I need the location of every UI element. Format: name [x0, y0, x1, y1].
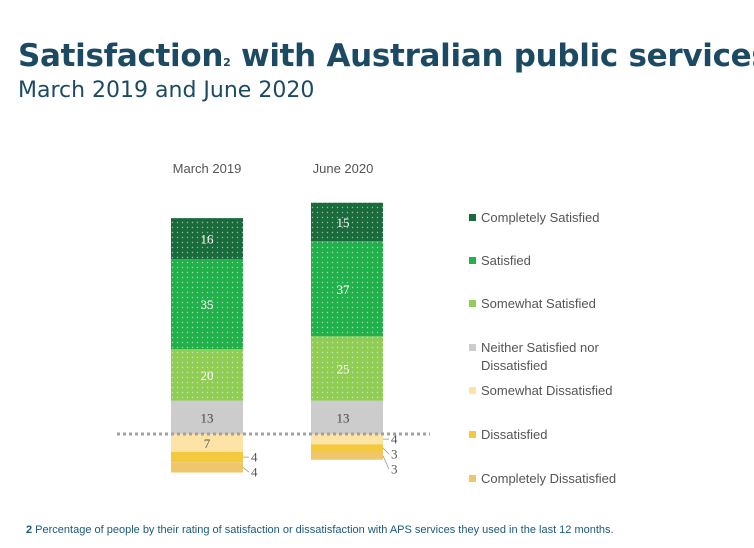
title-rest: with Australian public services — [230, 38, 754, 74]
page-subtitle: March 2019 and June 2020 — [18, 78, 315, 103]
data-label: 13 — [337, 410, 350, 425]
data-label: 15 — [337, 215, 350, 230]
legend-label: Dissatisfied — [481, 427, 547, 442]
bar-pattern — [171, 218, 243, 260]
legend-swatch — [469, 300, 476, 307]
label-leader — [242, 467, 250, 473]
legend-label: Somewhat Dissatisfied — [481, 383, 613, 398]
bar-pattern — [171, 349, 243, 401]
bar-pattern — [311, 336, 383, 401]
data-label: 37 — [337, 282, 351, 297]
legend-swatch — [469, 387, 476, 394]
category-label: March 2019 — [173, 161, 242, 176]
data-label: 7 — [204, 436, 211, 451]
bar-segment — [311, 444, 383, 452]
legend-label: Satisfied — [481, 253, 531, 268]
legend-swatch — [469, 257, 476, 264]
footnote-number: 2 — [26, 524, 33, 536]
label-leader — [382, 455, 390, 470]
legend-label: Completely Dissatisfied — [481, 471, 616, 486]
title-main: Satisfaction — [18, 38, 224, 74]
legend-label: Somewhat Satisfied — [481, 296, 596, 311]
data-label: 13 — [201, 410, 214, 425]
legend-swatch — [469, 431, 476, 438]
label-leader — [382, 447, 390, 455]
bar-segment — [171, 451, 243, 463]
legend-swatch — [469, 344, 476, 351]
bar-segment — [311, 451, 383, 460]
data-label: 4 — [251, 450, 258, 465]
footnote: 2 Percentage of people by their rating o… — [26, 524, 614, 536]
data-label: 25 — [337, 361, 350, 376]
footnote-text: Percentage of people by their rating of … — [32, 524, 614, 536]
data-label: 3 — [391, 447, 398, 462]
data-label: 3 — [391, 462, 398, 477]
data-label: 4 — [391, 432, 398, 447]
bar-pattern — [171, 259, 243, 350]
page-title: Satisfaction2 with Australian public ser… — [18, 38, 754, 74]
bar-segment — [311, 434, 383, 445]
bar-pattern — [311, 202, 383, 242]
bar-segment — [171, 434, 243, 452]
bar-segment — [171, 400, 243, 434]
data-label: 35 — [201, 297, 214, 312]
title-footnote-ref: 2 — [223, 56, 231, 69]
bar-segment — [171, 462, 243, 473]
data-label: 4 — [251, 465, 258, 480]
category-label: June 2020 — [313, 161, 374, 176]
bar-segment — [311, 400, 383, 434]
data-label: 20 — [201, 368, 214, 383]
legend-label: Neither Satisfied nor Dissatisfied — [481, 340, 599, 373]
bar-pattern — [311, 241, 383, 337]
legend-label: Completely Satisfied — [481, 210, 600, 225]
legend-swatch — [469, 475, 476, 482]
legend-swatch — [469, 214, 476, 221]
data-label: 16 — [201, 232, 215, 247]
